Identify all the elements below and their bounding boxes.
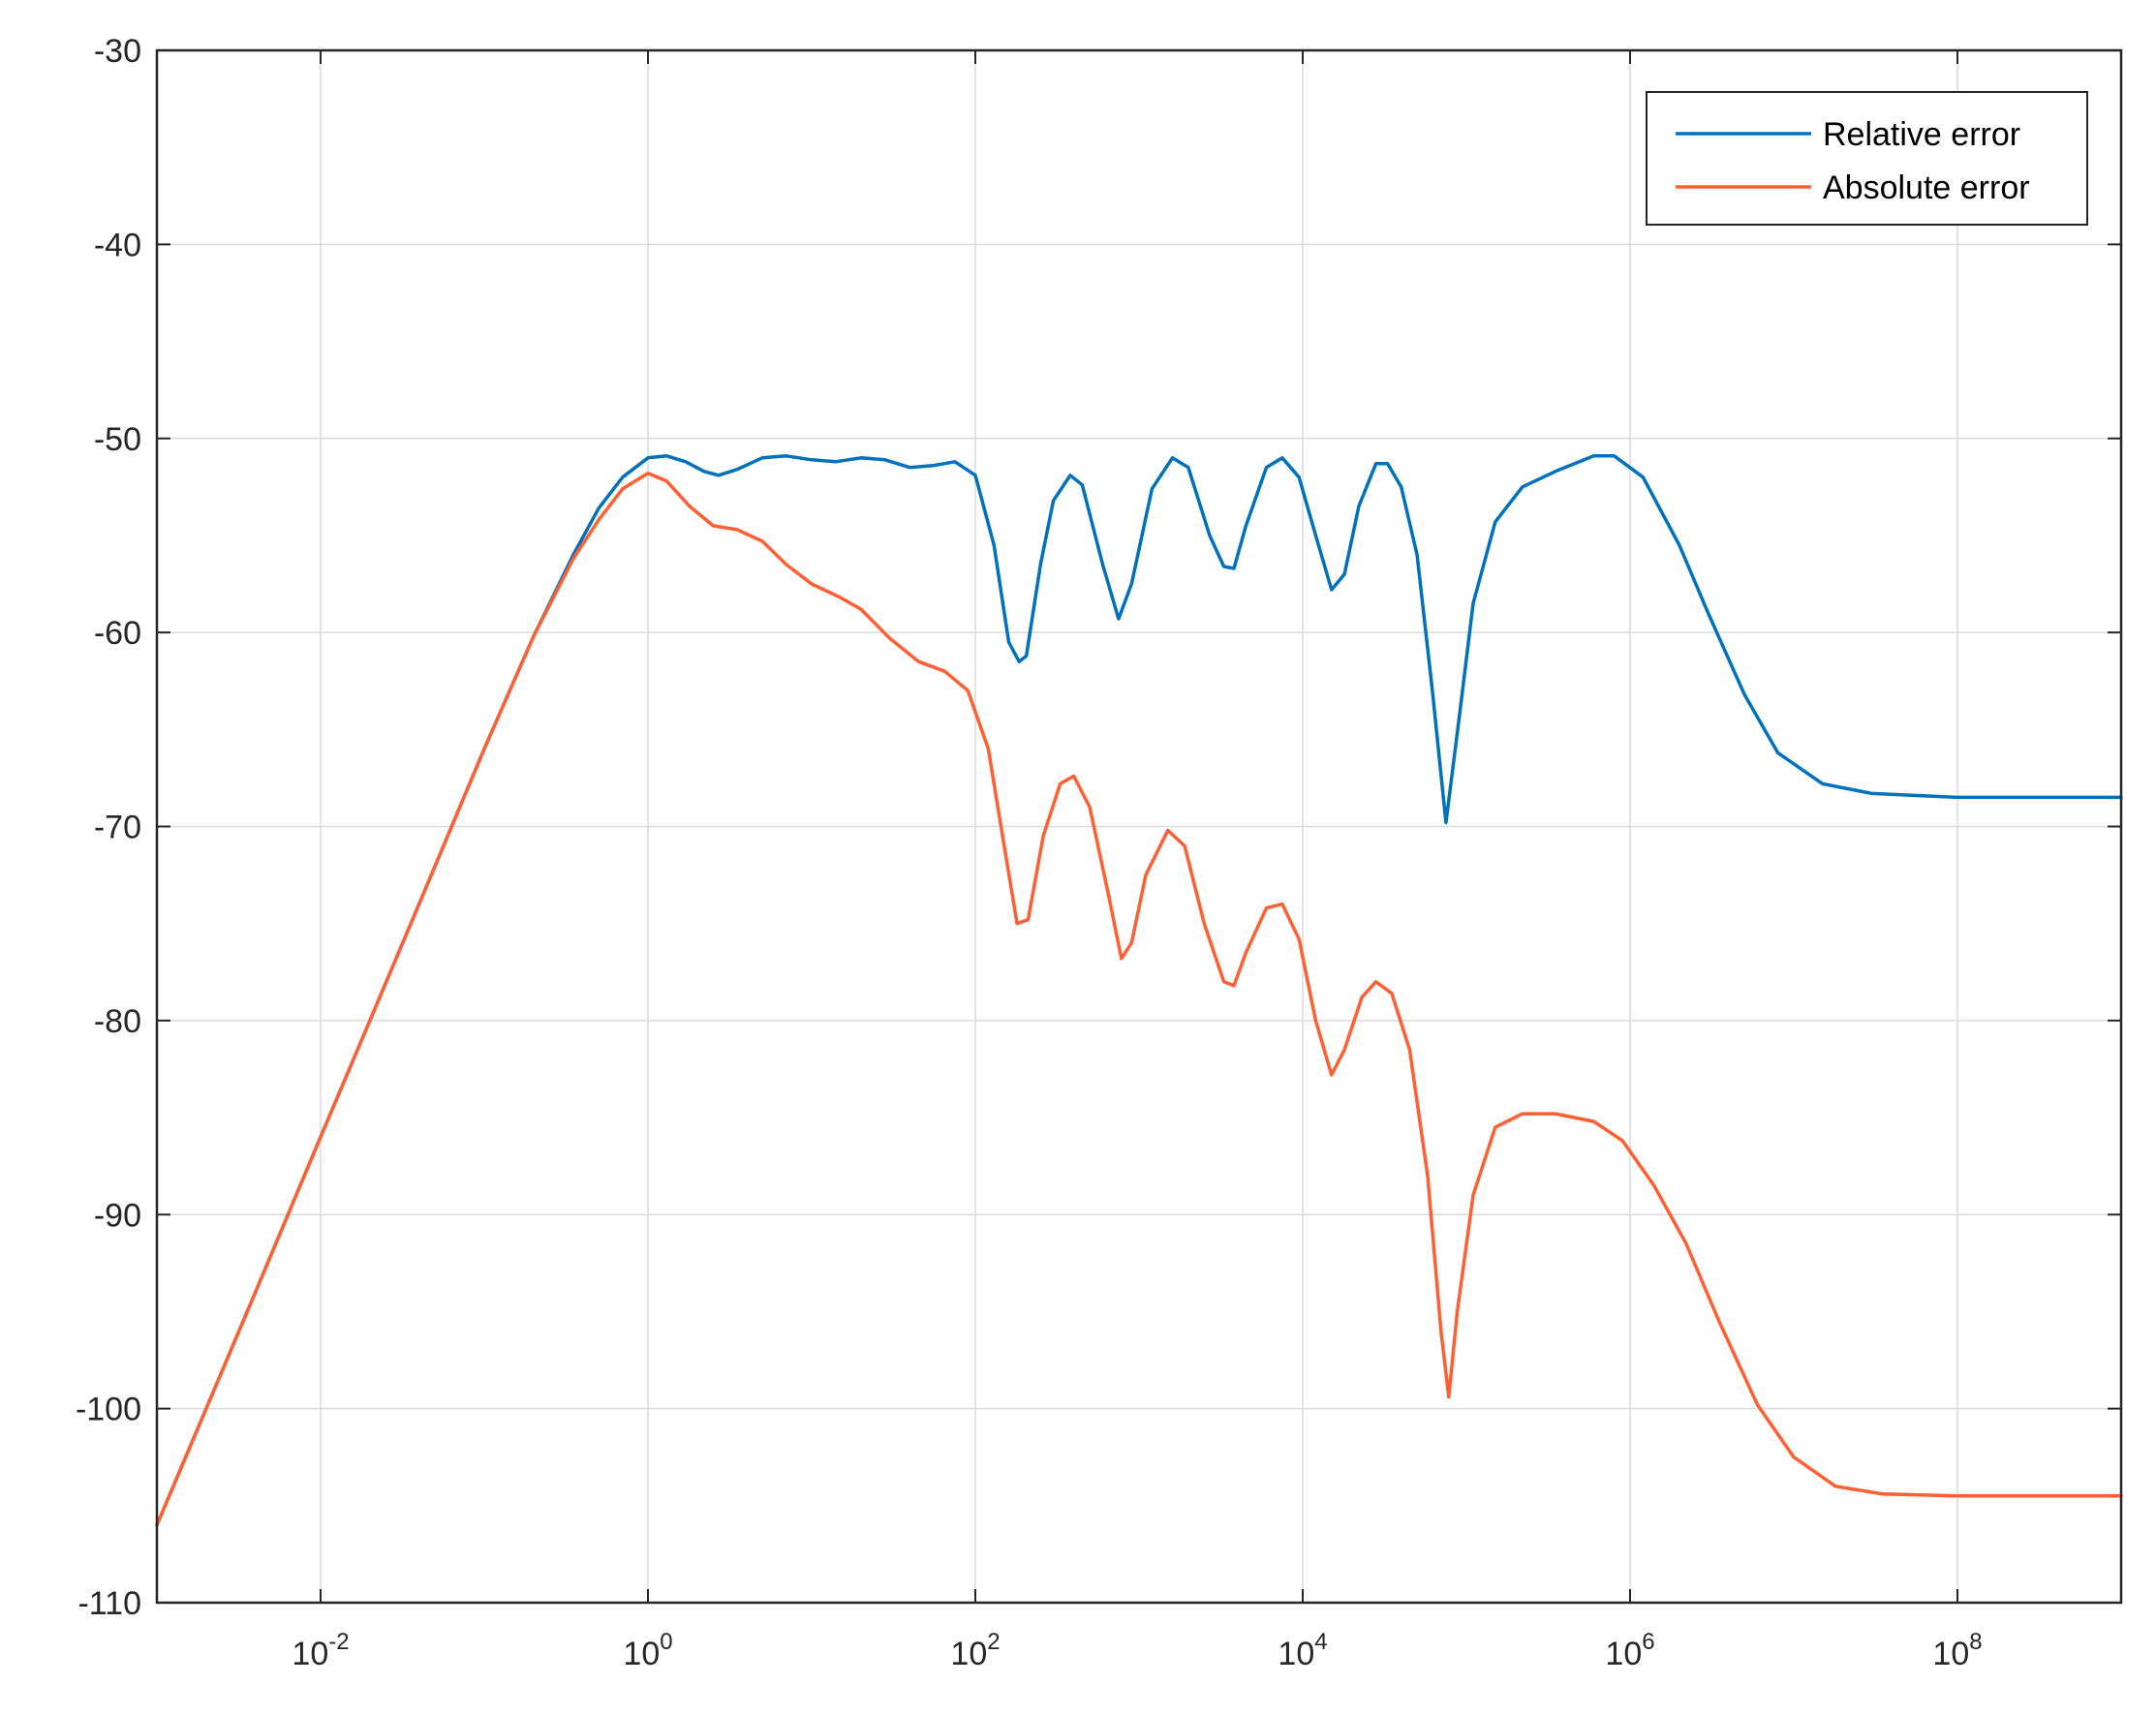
grid (157, 49, 2121, 1604)
legend-label: Relative error (1823, 116, 2020, 153)
y-tick-label: -80 (94, 1003, 141, 1040)
y-tick-label: -100 (76, 1392, 141, 1428)
legend-box (1646, 91, 2088, 226)
y-tick-label: -90 (94, 1197, 141, 1234)
y-tick-label: -110 (77, 1585, 141, 1622)
series-line-absolute-error (155, 472, 2123, 1527)
x-tick-label: 106 (1605, 1629, 1654, 1672)
legend: Relative error Absolute error (1646, 91, 2088, 226)
x-tick-label: 100 (623, 1629, 672, 1672)
x-tick-label: 108 (1932, 1629, 1982, 1672)
x-tick-label: 10-2 (292, 1629, 349, 1672)
y-tick-label: -30 (94, 33, 141, 70)
x-tick-label: 104 (1278, 1629, 1327, 1672)
axis-ticks (157, 49, 2121, 1604)
y-tick-label: -70 (94, 810, 141, 846)
x-axis-tick-labels: 10-2 100 102 104 106 108 (292, 1629, 1982, 1672)
y-axis-tick-labels: -30 -40 -50 -60 -70 -80 -90 -100 -110 (76, 33, 141, 1622)
y-tick-label: -50 (94, 421, 141, 458)
legend-label: Absolute error (1823, 169, 2030, 206)
x-tick-label: 102 (950, 1629, 1000, 1672)
y-tick-label: -60 (94, 615, 141, 652)
series-layer (155, 454, 2123, 1527)
y-tick-label: -40 (94, 227, 141, 263)
series-line-relative-error (155, 454, 2123, 1527)
